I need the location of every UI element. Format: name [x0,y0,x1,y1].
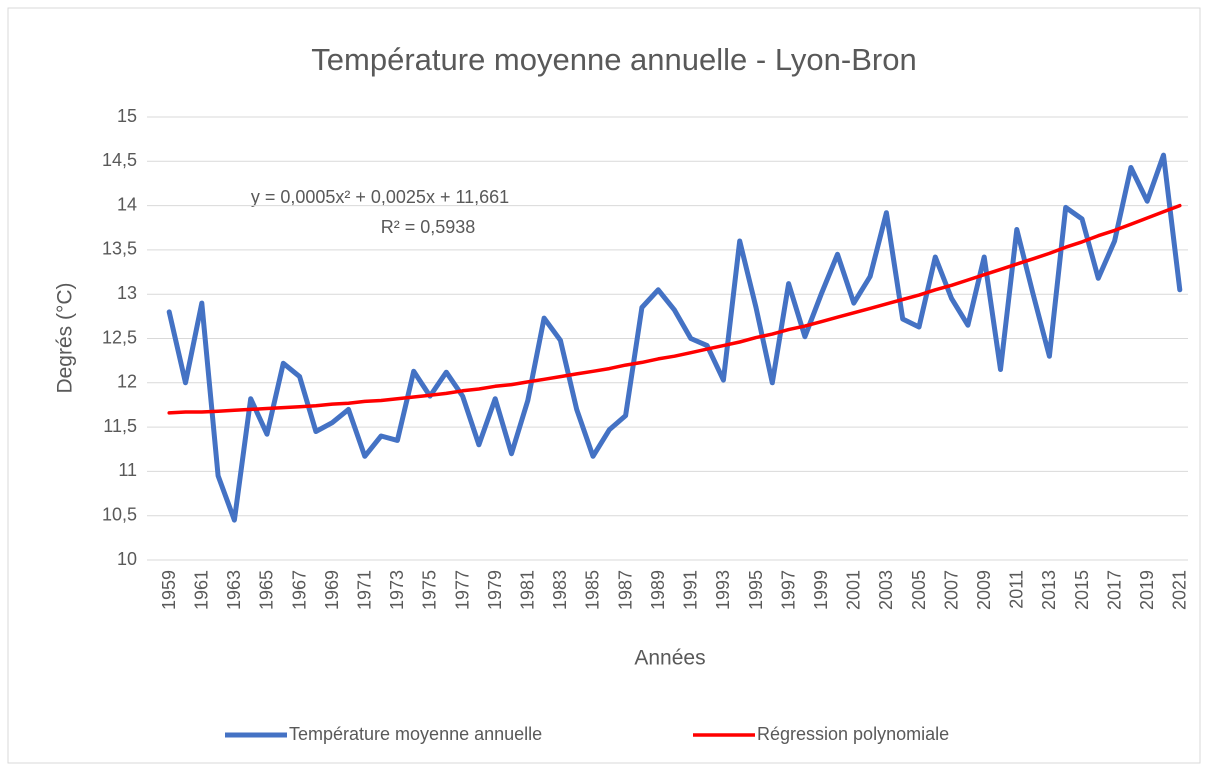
x-tick-label: 1971 [355,570,375,610]
x-tick-label: 2001 [844,570,864,610]
x-tick-label: 1967 [289,570,309,610]
x-tick-label: 1991 [681,570,701,610]
legend-label: Régression polynomiale [757,724,949,744]
chart-title: Température moyenne annuelle - Lyon-Bron [311,42,916,77]
y-tick-label: 11 [118,460,137,480]
x-tick-label: 1983 [550,570,570,610]
x-tick-label: 1987 [615,570,635,610]
x-tick-label: 1997 [778,570,798,610]
y-tick-label: 12,5 [102,327,137,347]
y-tick-label: 10 [117,549,137,569]
x-tick-label: 1961 [192,570,212,610]
x-tick-label: 1965 [257,570,277,610]
y-tick-label: 14,5 [102,150,137,170]
x-tick-label: 2009 [974,570,994,610]
x-tick-label: 2013 [1039,570,1059,610]
r-squared: R² = 0,5938 [381,217,476,237]
x-tick-label: 1993 [713,570,733,610]
x-tick-label: 1975 [420,570,440,610]
y-tick-label: 11,5 [103,416,137,436]
x-axis-title: Années [634,647,705,670]
x-tick-label: 2011 [1007,570,1027,609]
x-tick-label: 2015 [1072,570,1092,610]
y-tick-label: 14 [117,194,137,214]
y-tick-label: 13,5 [102,239,137,259]
x-tick-label: 2021 [1170,570,1190,610]
y-axis-title: Degrés (°C) [54,282,77,393]
x-tick-label: 1973 [387,570,407,610]
x-tick-label: 1989 [648,570,668,610]
chart-border [7,7,1201,764]
series-line [167,203,1182,415]
x-tick-label: 1995 [746,570,766,610]
x-tick-label: 2005 [909,570,929,610]
x-tick-label: 2017 [1104,570,1124,610]
legend-label: Température moyenne annuelle [289,724,542,744]
x-tick-label: 2007 [941,570,961,610]
x-tick-label: 1999 [811,570,831,610]
y-tick-label: 13 [117,283,137,303]
x-tick-label: 1969 [322,570,342,610]
equation: y = 0,0005x² + 0,0025x + 11,661 [251,187,509,207]
x-tick-label: 2003 [876,570,896,610]
x-tick-label: 1977 [452,570,472,610]
x-tick-label: 1985 [583,570,603,610]
x-tick-label: 2019 [1137,570,1157,610]
x-tick-label: 1979 [485,570,505,610]
y-tick-label: 12 [117,372,137,392]
x-tick-label: 1959 [159,570,179,610]
y-tick-label: 10,5 [102,504,137,524]
series-line [166,152,1183,523]
x-tick-label: 1963 [224,570,244,610]
y-tick-label: 15 [117,106,137,126]
x-tick-label: 1981 [518,570,538,610]
